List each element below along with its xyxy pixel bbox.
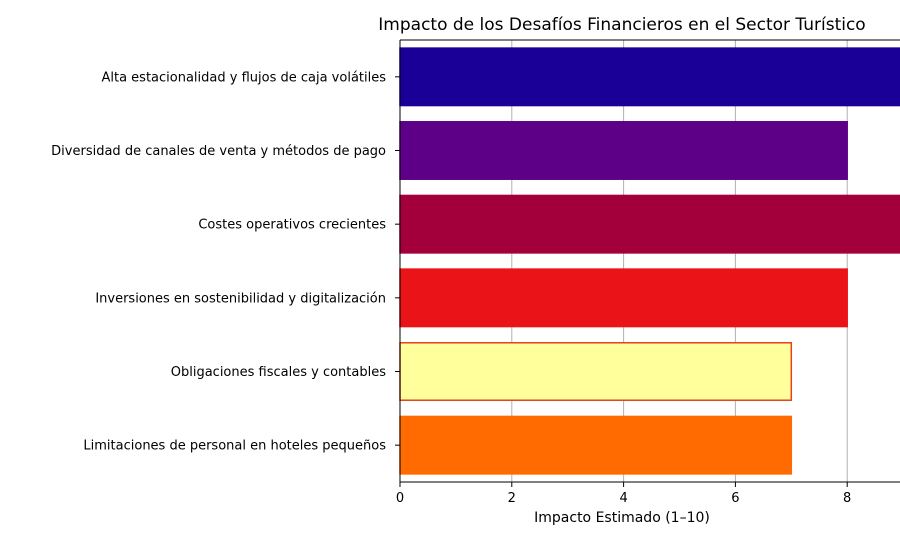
x-tick-label: 0 xyxy=(396,491,404,506)
x-tick-label: 6 xyxy=(731,491,739,506)
bar xyxy=(399,342,793,401)
category-label: Inversiones en sostenibilidad y digitali… xyxy=(95,291,386,306)
bar xyxy=(399,47,900,107)
category-label: Alta estacionalidad y flujos de caja vol… xyxy=(101,70,386,85)
bar xyxy=(399,121,848,180)
bars xyxy=(399,47,900,475)
category-labels: Alta estacionalidad y flujos de caja vol… xyxy=(51,70,386,453)
chart-title: Impacto de los Desafíos Financieros en e… xyxy=(378,15,865,35)
tick-labels: 0 2 4 6 8 xyxy=(396,491,851,506)
x-axis-label: Impacto Estimado (1–10) xyxy=(534,510,710,526)
category-label: Diversidad de canales de venta y métodos… xyxy=(51,144,386,159)
x-tick-label: 8 xyxy=(843,491,851,506)
category-label: Limitaciones de personal en hoteles pequ… xyxy=(83,439,386,454)
bar xyxy=(399,268,848,328)
grid-lines xyxy=(511,40,848,482)
x-tick-label: 4 xyxy=(619,491,627,506)
bar xyxy=(399,415,793,475)
category-label: Costes operativos crecientes xyxy=(198,218,386,233)
x-tick-label: 2 xyxy=(508,491,516,506)
axes xyxy=(395,39,900,487)
category-label: Obligaciones fiscales y contables xyxy=(171,365,386,380)
bar xyxy=(399,194,900,254)
